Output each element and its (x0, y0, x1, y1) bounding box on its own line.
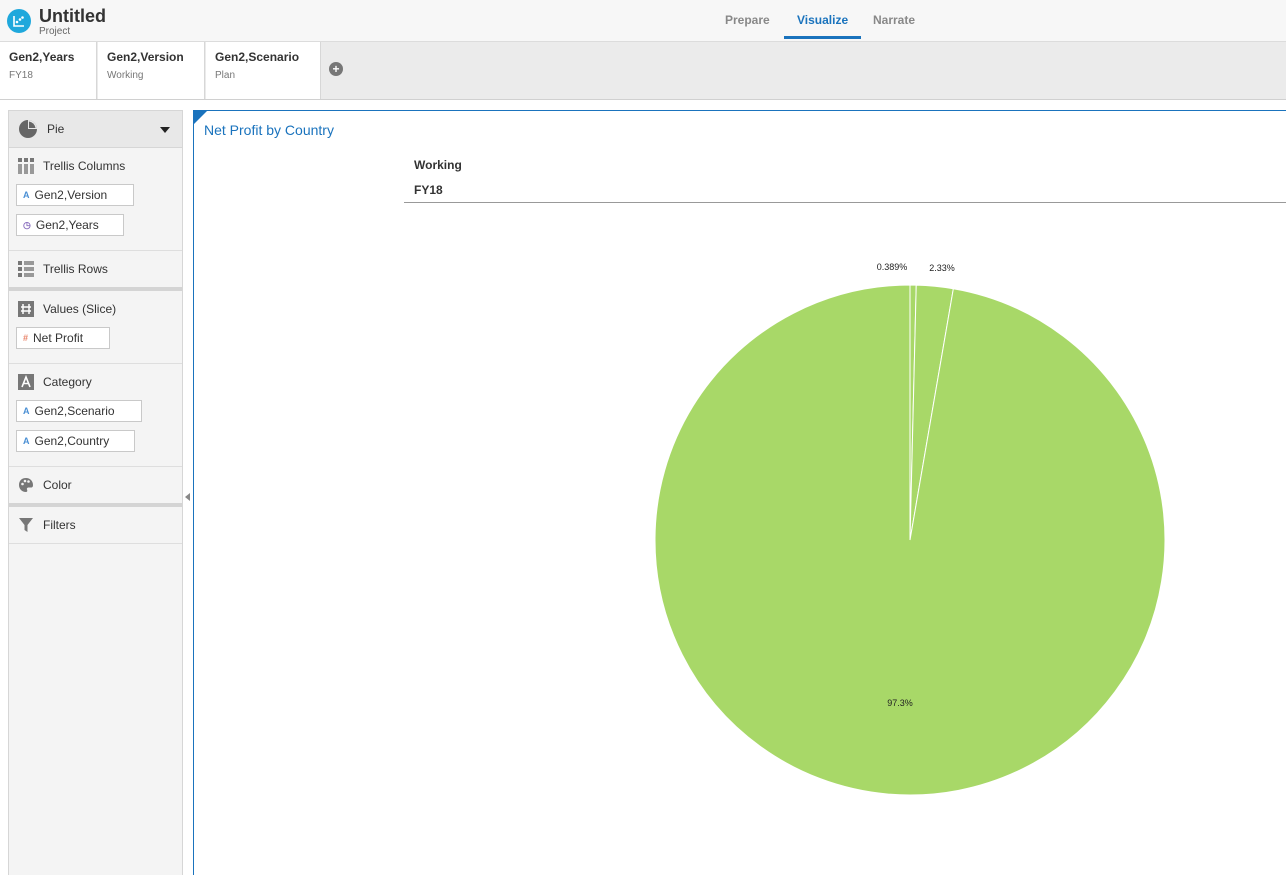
chip-label: Gen2,Version (34, 188, 108, 202)
section-label: Category (43, 375, 92, 389)
section-label: Trellis Columns (43, 159, 126, 173)
attribute-icon: A (23, 190, 30, 200)
grammar-panel: Pie Trellis Columns A Gen2,Version ◷ Gen… (8, 110, 183, 875)
section-label: Color (43, 478, 72, 492)
chip-label: Net Profit (33, 331, 84, 345)
section-label: Values (Slice) (43, 302, 117, 316)
filter-name: Gen2,Years (9, 50, 75, 64)
values-header: Values (Slice) (9, 291, 182, 327)
rows-icon (18, 261, 34, 277)
chip-label: Gen2,Years (35, 218, 99, 232)
filter-value: Working (107, 70, 144, 81)
filter-bar: Gen2,Years FY18 Gen2,Version Working Gen… (0, 42, 1286, 100)
section-label: Trellis Rows (43, 262, 108, 276)
visualization-canvas[interactable]: Net Profit by Country Working FY18 0.389… (193, 110, 1286, 875)
palette-icon (19, 478, 33, 492)
category-icon (18, 374, 34, 390)
pie-slice[interactable] (654, 284, 1166, 796)
filters-section[interactable]: Filters (9, 507, 182, 544)
trellis-column-header: Working (414, 158, 462, 172)
pie-chart[interactable]: 0.389% 2.33% 97.3% (194, 111, 1286, 875)
value-chip-net-profit[interactable]: # Net Profit (16, 327, 110, 349)
trellis-rows-header: Trellis Rows (9, 251, 182, 287)
pie-slice-label: 0.389% (877, 262, 908, 272)
hash-icon (18, 301, 34, 317)
filter-gen2-scenario[interactable]: Gen2,Scenario Plan (206, 42, 321, 99)
column-chip-gen2-years[interactable]: ◷ Gen2,Years (16, 214, 124, 236)
tab-visualize[interactable]: Visualize (784, 0, 862, 39)
category-section: Category A Gen2,Scenario A Gen2,Country (9, 364, 182, 467)
trellis-columns-header: Trellis Columns (9, 148, 182, 184)
visualization-title[interactable]: Net Profit by Country (204, 122, 334, 138)
attribute-icon: A (23, 436, 30, 446)
filters-header: Filters (9, 507, 182, 543)
color-header: Color (9, 467, 182, 503)
pie-chart-icon (19, 120, 37, 138)
filter-gen2-years[interactable]: Gen2,Years FY18 (0, 42, 97, 99)
collapse-panel-icon[interactable] (185, 493, 190, 501)
category-chip-gen2-country[interactable]: A Gen2,Country (16, 430, 135, 452)
values-section: Values (Slice) # Net Profit (9, 291, 182, 364)
filter-name: Gen2,Scenario (215, 50, 300, 64)
project-title[interactable]: Untitled (39, 6, 106, 26)
clock-icon: ◷ (23, 219, 31, 230)
trellis-divider (404, 202, 1286, 203)
tab-narrate[interactable]: Narrate (873, 13, 916, 27)
chip-label: Gen2,Country (34, 434, 110, 448)
project-subtitle: Project (39, 26, 71, 37)
filter-name: Gen2,Version (107, 50, 184, 64)
trellis-column-subheader: FY18 (414, 183, 443, 197)
section-label: Filters (43, 518, 76, 532)
category-header: Category (9, 364, 182, 400)
trellis-columns-section: Trellis Columns A Gen2,Version ◷ Gen2,Ye… (9, 148, 182, 251)
chip-label: Gen2,Scenario (34, 404, 115, 418)
measure-icon: # (23, 333, 29, 343)
pie-slice-label: 2.33% (929, 263, 955, 273)
chevron-down-icon[interactable] (160, 127, 170, 133)
columns-icon (18, 158, 34, 174)
filter-value: FY18 (9, 70, 33, 81)
selection-corner (194, 111, 207, 124)
tab-prepare[interactable]: Prepare (725, 13, 770, 27)
filter-value: Plan (215, 70, 236, 81)
attribute-icon: A (23, 406, 30, 416)
chart-type-label: Pie (47, 122, 65, 136)
color-section[interactable]: Color (9, 467, 182, 507)
top-header: Untitled Project Prepare Visualize Narra… (0, 0, 1286, 42)
add-filter-icon[interactable]: + (329, 62, 343, 76)
funnel-icon (19, 518, 33, 532)
category-chip-gen2-scenario[interactable]: A Gen2,Scenario (16, 400, 142, 422)
trellis-rows-section[interactable]: Trellis Rows (9, 251, 182, 291)
pie-slice-label: 97.3% (887, 698, 913, 708)
column-chip-gen2-version[interactable]: A Gen2,Version (16, 184, 134, 206)
chart-logo-icon (13, 16, 24, 27)
filter-gen2-version[interactable]: Gen2,Version Working (98, 42, 205, 99)
chart-type-selector[interactable]: Pie (9, 111, 182, 148)
app-logo[interactable] (7, 9, 31, 33)
